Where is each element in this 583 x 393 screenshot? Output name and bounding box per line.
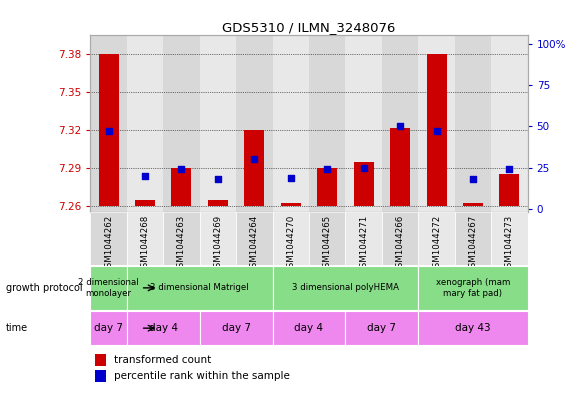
Bar xyxy=(163,212,199,265)
Bar xyxy=(127,35,163,212)
Text: 3 dimensional Matrigel: 3 dimensional Matrigel xyxy=(150,283,249,292)
Point xyxy=(468,176,477,182)
Bar xyxy=(419,212,455,265)
Text: GSM1044265: GSM1044265 xyxy=(323,215,332,273)
Text: day 4: day 4 xyxy=(294,323,324,333)
Bar xyxy=(135,200,155,206)
Text: day 7: day 7 xyxy=(222,323,251,333)
Bar xyxy=(382,35,419,212)
Bar xyxy=(500,174,519,206)
Bar xyxy=(491,35,528,212)
Bar xyxy=(419,35,455,212)
Text: GSM1044266: GSM1044266 xyxy=(396,215,405,273)
Text: day 7: day 7 xyxy=(94,323,123,333)
Bar xyxy=(317,168,337,206)
Point xyxy=(141,173,150,179)
Bar xyxy=(345,35,382,212)
Bar xyxy=(345,311,419,345)
Text: GSM1044272: GSM1044272 xyxy=(432,215,441,273)
Point xyxy=(395,123,405,129)
Text: 2 dimensional
monolayer: 2 dimensional monolayer xyxy=(78,278,139,298)
Text: growth protocol: growth protocol xyxy=(6,283,82,293)
Text: day 4: day 4 xyxy=(149,323,178,333)
Point xyxy=(286,174,296,181)
Bar xyxy=(94,370,106,382)
Bar xyxy=(199,35,236,212)
Point xyxy=(213,176,223,182)
Bar xyxy=(208,200,228,206)
Point xyxy=(432,128,441,134)
Text: GSM1044271: GSM1044271 xyxy=(359,215,368,273)
Bar xyxy=(281,204,301,206)
Bar xyxy=(94,354,106,365)
Text: GSM1044268: GSM1044268 xyxy=(141,215,149,273)
Bar xyxy=(163,35,199,212)
Bar xyxy=(273,212,309,265)
Bar xyxy=(455,35,491,212)
Text: GSM1044262: GSM1044262 xyxy=(104,215,113,273)
Point xyxy=(359,164,368,171)
Text: xenograph (mam
mary fat pad): xenograph (mam mary fat pad) xyxy=(436,278,510,298)
Bar xyxy=(390,128,410,206)
Bar xyxy=(455,212,491,265)
Bar xyxy=(309,212,345,265)
Text: GSM1044267: GSM1044267 xyxy=(469,215,477,273)
Point xyxy=(322,166,332,173)
Point xyxy=(505,166,514,173)
Bar xyxy=(427,54,447,206)
Text: time: time xyxy=(6,323,28,333)
Bar xyxy=(199,212,236,265)
Text: 3 dimensional polyHEMA: 3 dimensional polyHEMA xyxy=(292,283,399,292)
Bar xyxy=(90,266,127,310)
Text: day 43: day 43 xyxy=(455,323,491,333)
Bar xyxy=(171,168,191,206)
Point xyxy=(104,128,113,134)
Bar xyxy=(273,266,419,310)
Bar xyxy=(491,212,528,265)
Text: transformed count: transformed count xyxy=(114,355,212,365)
Bar xyxy=(127,266,273,310)
Bar xyxy=(127,212,163,265)
Bar xyxy=(463,204,483,206)
Point xyxy=(177,166,186,173)
Bar xyxy=(309,35,345,212)
Bar xyxy=(90,212,127,265)
Bar xyxy=(236,35,273,212)
Bar xyxy=(236,212,273,265)
Text: GSM1044270: GSM1044270 xyxy=(286,215,295,273)
Bar xyxy=(273,35,309,212)
Text: GSM1044269: GSM1044269 xyxy=(213,215,222,273)
Text: day 7: day 7 xyxy=(367,323,396,333)
Bar xyxy=(354,162,374,206)
Bar xyxy=(90,311,127,345)
Bar xyxy=(382,212,419,265)
Point xyxy=(250,156,259,162)
Bar xyxy=(419,266,528,310)
Title: GDS5310 / ILMN_3248076: GDS5310 / ILMN_3248076 xyxy=(222,21,396,34)
Text: percentile rank within the sample: percentile rank within the sample xyxy=(114,371,290,381)
Bar xyxy=(345,212,382,265)
Text: GSM1044273: GSM1044273 xyxy=(505,215,514,273)
Bar xyxy=(127,311,199,345)
Bar xyxy=(419,311,528,345)
Bar xyxy=(199,311,273,345)
Bar xyxy=(99,54,118,206)
Bar xyxy=(244,130,264,206)
Bar xyxy=(90,35,127,212)
Bar xyxy=(273,311,345,345)
Text: GSM1044263: GSM1044263 xyxy=(177,215,186,273)
Text: GSM1044264: GSM1044264 xyxy=(250,215,259,273)
